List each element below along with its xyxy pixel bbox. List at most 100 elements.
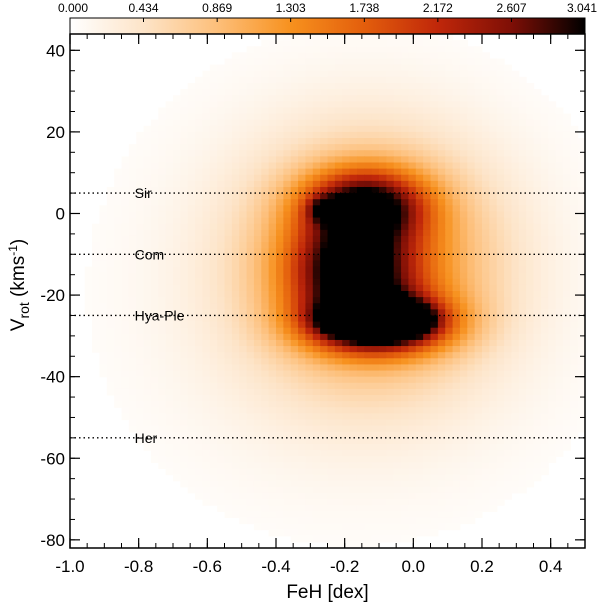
density-cell bbox=[158, 303, 167, 310]
density-cell bbox=[106, 388, 115, 396]
density-cell bbox=[452, 211, 461, 219]
density-cell bbox=[415, 327, 424, 335]
density-cell bbox=[437, 82, 446, 90]
density-cell bbox=[150, 456, 159, 463]
density-cell bbox=[511, 468, 520, 476]
density-cell bbox=[165, 376, 174, 384]
density-cell bbox=[217, 223, 226, 231]
density-cell bbox=[202, 401, 211, 408]
density-cell bbox=[518, 193, 527, 200]
density-cell bbox=[239, 144, 248, 151]
density-cell bbox=[261, 303, 270, 310]
density-cell bbox=[320, 95, 329, 102]
density-cell bbox=[283, 34, 292, 41]
density-cell bbox=[276, 168, 284, 176]
density-cell bbox=[327, 162, 336, 170]
density-cell bbox=[136, 321, 145, 329]
density-cell bbox=[356, 254, 365, 262]
density-cell bbox=[518, 211, 527, 219]
density-cell bbox=[356, 450, 365, 457]
density-cell bbox=[415, 76, 424, 84]
density-cell bbox=[187, 248, 196, 255]
density-cell bbox=[423, 291, 432, 298]
density-cell bbox=[106, 376, 115, 384]
density-cell bbox=[268, 517, 277, 525]
density-cell bbox=[437, 395, 446, 402]
density-cell bbox=[128, 254, 137, 262]
density-cell bbox=[467, 321, 476, 329]
density-cell bbox=[342, 474, 351, 482]
density-cell bbox=[121, 174, 130, 182]
density-cell bbox=[562, 150, 571, 157]
density-cell bbox=[290, 315, 299, 323]
density-cell bbox=[467, 223, 476, 231]
density-cell bbox=[445, 76, 454, 84]
density-cell bbox=[305, 456, 314, 463]
density-cell bbox=[246, 125, 255, 133]
density-cell bbox=[526, 162, 535, 170]
density-cell bbox=[518, 76, 527, 84]
density-cell bbox=[334, 217, 343, 225]
density-cell bbox=[312, 131, 321, 139]
density-cell bbox=[298, 492, 307, 500]
density-cell bbox=[128, 180, 137, 188]
density-cell bbox=[261, 235, 270, 243]
density-cell bbox=[474, 260, 483, 268]
density-cell bbox=[158, 462, 167, 470]
density-cell bbox=[408, 131, 417, 139]
density-cell bbox=[386, 492, 395, 500]
density-cell bbox=[276, 248, 284, 255]
density-cell bbox=[437, 303, 446, 310]
density-cell bbox=[320, 419, 329, 427]
density-cell bbox=[261, 248, 270, 255]
density-cell bbox=[423, 113, 432, 121]
density-cell bbox=[253, 70, 262, 78]
density-cell bbox=[92, 297, 101, 304]
density-cell bbox=[231, 364, 240, 372]
density-cell bbox=[386, 511, 395, 519]
density-cell bbox=[128, 174, 137, 182]
density-cell bbox=[459, 156, 468, 164]
density-cell bbox=[467, 517, 476, 525]
density-cell bbox=[356, 456, 365, 463]
density-cell bbox=[224, 425, 233, 433]
density-cell bbox=[239, 64, 248, 72]
density-cell bbox=[511, 89, 520, 96]
density-cell bbox=[136, 272, 145, 280]
density-cell bbox=[143, 419, 152, 427]
density-cell bbox=[173, 333, 181, 341]
density-cell bbox=[268, 486, 277, 494]
density-cell bbox=[467, 229, 476, 237]
density-cell bbox=[246, 492, 255, 500]
density-cell bbox=[371, 119, 380, 127]
density-cell bbox=[209, 352, 218, 359]
density-cell bbox=[231, 462, 240, 470]
density-cell bbox=[298, 138, 307, 145]
density-cell bbox=[452, 291, 461, 298]
density-cell bbox=[577, 144, 585, 151]
density-cell bbox=[276, 260, 284, 268]
density-cell bbox=[467, 260, 476, 268]
density-cell bbox=[408, 235, 417, 243]
density-cell bbox=[327, 284, 336, 292]
density-cell bbox=[371, 395, 380, 402]
density-cell bbox=[261, 144, 270, 151]
density-cell bbox=[356, 101, 365, 109]
density-cell bbox=[379, 529, 387, 537]
density-cell bbox=[415, 407, 424, 414]
density-cell bbox=[570, 339, 579, 347]
density-cell bbox=[504, 107, 513, 115]
density-cell bbox=[371, 327, 380, 335]
density-cell bbox=[298, 425, 307, 433]
density-cell bbox=[290, 395, 299, 402]
y-tick-label: -60 bbox=[40, 449, 65, 468]
density-cell bbox=[386, 474, 395, 482]
density-cell bbox=[467, 211, 476, 219]
density-cell bbox=[437, 174, 446, 182]
density-cell bbox=[173, 395, 181, 402]
density-cell bbox=[173, 211, 181, 219]
density-cell bbox=[239, 168, 248, 176]
density-cell bbox=[268, 46, 277, 53]
density-cell bbox=[393, 437, 402, 445]
density-cell bbox=[349, 235, 358, 243]
